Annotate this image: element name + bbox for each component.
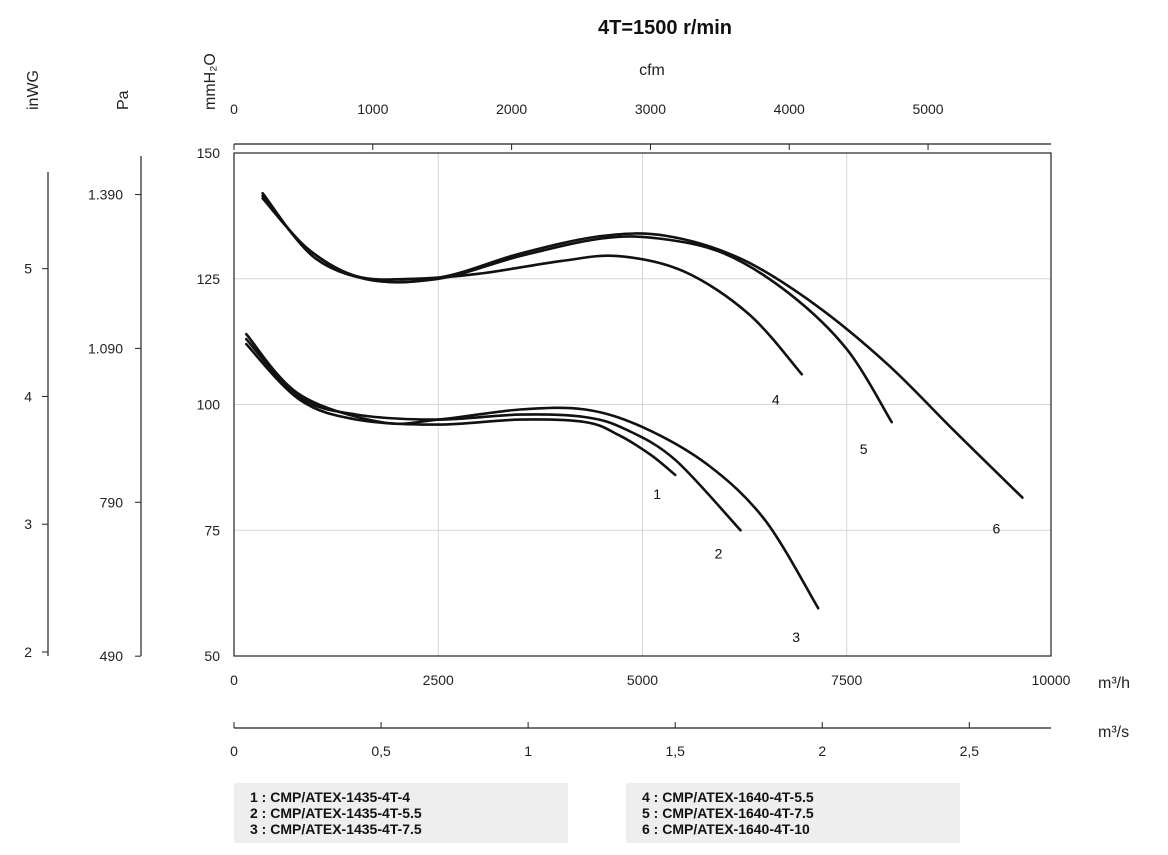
curve-4 xyxy=(261,197,804,376)
x-tick-label: 5000 xyxy=(627,672,658,688)
legend-entry: 1 : CMP/ATEX-1435-4T-4 xyxy=(250,789,411,805)
curves xyxy=(245,191,1024,610)
x-top-tick-label: 5000 xyxy=(912,101,943,117)
plot-frame xyxy=(233,152,1052,657)
y-inwg-tick-label: 4 xyxy=(24,388,32,404)
x-top-tick-label: 3000 xyxy=(635,101,666,117)
y-tick-label: 125 xyxy=(197,271,221,287)
y-tick-label: 75 xyxy=(204,522,220,538)
curve-label-2: 2 xyxy=(715,545,723,561)
x-bottom2-tick-label: 2 xyxy=(818,743,826,759)
x-axis-title: m³/h xyxy=(1098,675,1130,692)
x-bottom2-tick-label: 1 xyxy=(524,743,532,759)
y-inwg-tick-label: 3 xyxy=(24,516,32,532)
legend-right: 4 : CMP/ATEX-1640-4T-5.5 5 : CMP/ATEX-16… xyxy=(626,783,960,843)
chart-title: 4T=1500 r/min xyxy=(598,17,732,39)
x-bottom2-axis-title: m³/s xyxy=(1098,724,1129,741)
y-inwg-tick-label: 5 xyxy=(24,261,32,277)
curve-1 xyxy=(245,342,677,477)
legend-entry: 5 : CMP/ATEX-1640-4T-7.5 xyxy=(642,805,814,821)
curve-label-6: 6 xyxy=(993,521,1001,537)
x-bottom2-tick-label: 0,5 xyxy=(371,743,391,759)
curve-labels: 1 2 3 4 5 6 xyxy=(653,391,1000,645)
y-axis-title: mmH₂O xyxy=(202,53,219,110)
x-bottom2-tick-label: 0 xyxy=(230,743,238,759)
y-inwg-axis-title: inWG xyxy=(25,70,42,110)
x-bottom2-tick-label: 2,5 xyxy=(960,743,980,759)
y-pa-axis-title: Pa xyxy=(115,90,132,110)
x-top-tick-label: 2000 xyxy=(496,101,527,117)
x-tick-label: 10000 xyxy=(1032,672,1071,688)
x-top-axis-title: cfm xyxy=(639,62,665,79)
curve-label-3: 3 xyxy=(792,629,800,645)
legend-entry: 3 : CMP/ATEX-1435-4T-7.5 xyxy=(250,821,422,837)
curve-2 xyxy=(245,337,742,532)
curve-3 xyxy=(245,332,820,610)
curve-label-4: 4 xyxy=(772,391,780,407)
x-top-tick-label: 0 xyxy=(230,101,238,117)
x-tick-label: 7500 xyxy=(831,672,862,688)
x-tick-label: 0 xyxy=(230,672,238,688)
x-top-tick-label: 1000 xyxy=(357,101,388,117)
y-tick-label: 50 xyxy=(204,648,220,664)
y-inwg-tick-label: 2 xyxy=(24,644,32,660)
legend-entry: 2 : CMP/ATEX-1435-4T-5.5 xyxy=(250,805,422,821)
x-bottom2-tick-label: 1,5 xyxy=(665,743,685,759)
curve-5 xyxy=(261,194,893,424)
curve-label-5: 5 xyxy=(860,441,868,457)
y-pa-tick-label: 1.090 xyxy=(88,340,123,356)
y-pa-tick-label: 490 xyxy=(100,648,124,664)
y-tick-label: 100 xyxy=(197,397,221,413)
y-pa-tick-label: 790 xyxy=(100,494,124,510)
x-tick-label: 2500 xyxy=(423,672,454,688)
curve-label-1: 1 xyxy=(653,486,661,502)
x-top-tick-label: 4000 xyxy=(774,101,805,117)
y-tick-label: 150 xyxy=(197,145,221,161)
legend-left: 1 : CMP/ATEX-1435-4T-4 2 : CMP/ATEX-1435… xyxy=(234,783,568,843)
curve-6 xyxy=(261,191,1024,499)
legend-entry: 6 : CMP/ATEX-1640-4T-10 xyxy=(642,821,810,837)
y-pa-tick-label: 1.390 xyxy=(88,187,123,203)
legend-entry: 4 : CMP/ATEX-1640-4T-5.5 xyxy=(642,789,814,805)
